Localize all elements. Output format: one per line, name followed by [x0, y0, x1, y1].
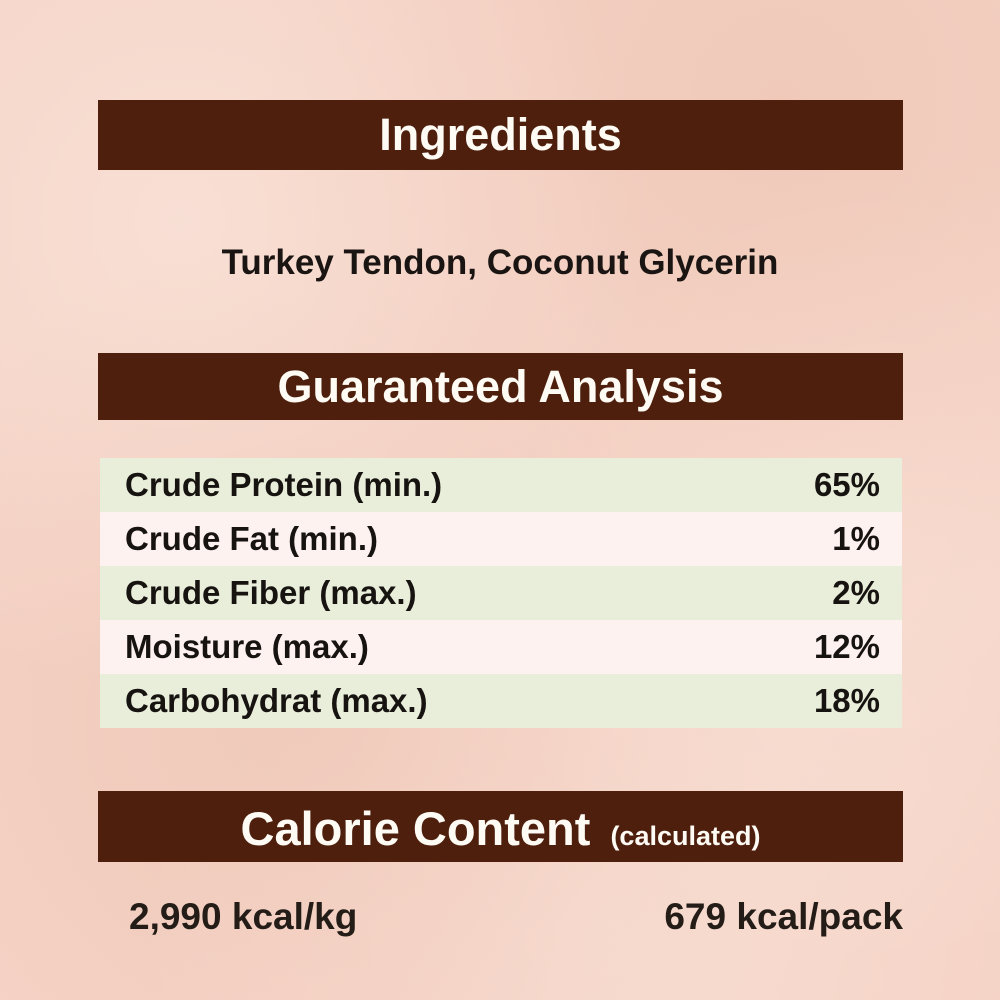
ingredients-title: Ingredients: [379, 109, 622, 160]
guaranteed-analysis-header-bar: Guaranteed Analysis: [98, 353, 903, 420]
table-row: Crude Fiber (max.) 2%: [100, 566, 902, 620]
table-row: Carbohydrat (max.) 18%: [100, 674, 902, 728]
nutrient-value: 18%: [813, 682, 880, 719]
calorie-values-row: 2,990 kcal/kg 679 kcal/pack: [98, 896, 903, 938]
calorie-content-subtitle: (calculated): [610, 821, 761, 851]
nutrient-name: Carbohydrat (max.): [125, 682, 428, 719]
nutrient-value: 2%: [832, 574, 880, 611]
table-row: Crude Fat (min.) 1%: [100, 512, 902, 566]
nutrient-value: 65%: [813, 466, 880, 503]
kcal-per-kg: 2,990 kcal/kg: [129, 896, 358, 937]
table-row: Moisture (max.) 12%: [100, 620, 902, 674]
nutrient-name: Crude Fiber (max.): [125, 574, 417, 611]
nutrient-name: Crude Protein (min.): [125, 466, 443, 503]
guaranteed-analysis-title: Guaranteed Analysis: [277, 360, 724, 412]
guaranteed-analysis-table: Crude Protein (min.) 65% Crude Fat (min.…: [100, 458, 902, 728]
nutrient-name: Moisture (max.): [125, 628, 369, 665]
calorie-content-header-bar: Calorie Content (calculated): [98, 791, 903, 862]
ingredients-list: Turkey Tendon, Coconut Glycerin: [221, 243, 779, 282]
nutrient-value: 12%: [813, 628, 880, 665]
nutrient-name: Crude Fat (min.): [125, 520, 378, 557]
calorie-content-title: Calorie Content: [240, 802, 591, 855]
ingredients-header-bar: Ingredients: [98, 100, 903, 170]
table-row: Crude Protein (min.) 65%: [100, 458, 902, 512]
kcal-per-pack: 679 kcal/pack: [664, 896, 903, 937]
nutrient-value: 1%: [832, 520, 880, 557]
